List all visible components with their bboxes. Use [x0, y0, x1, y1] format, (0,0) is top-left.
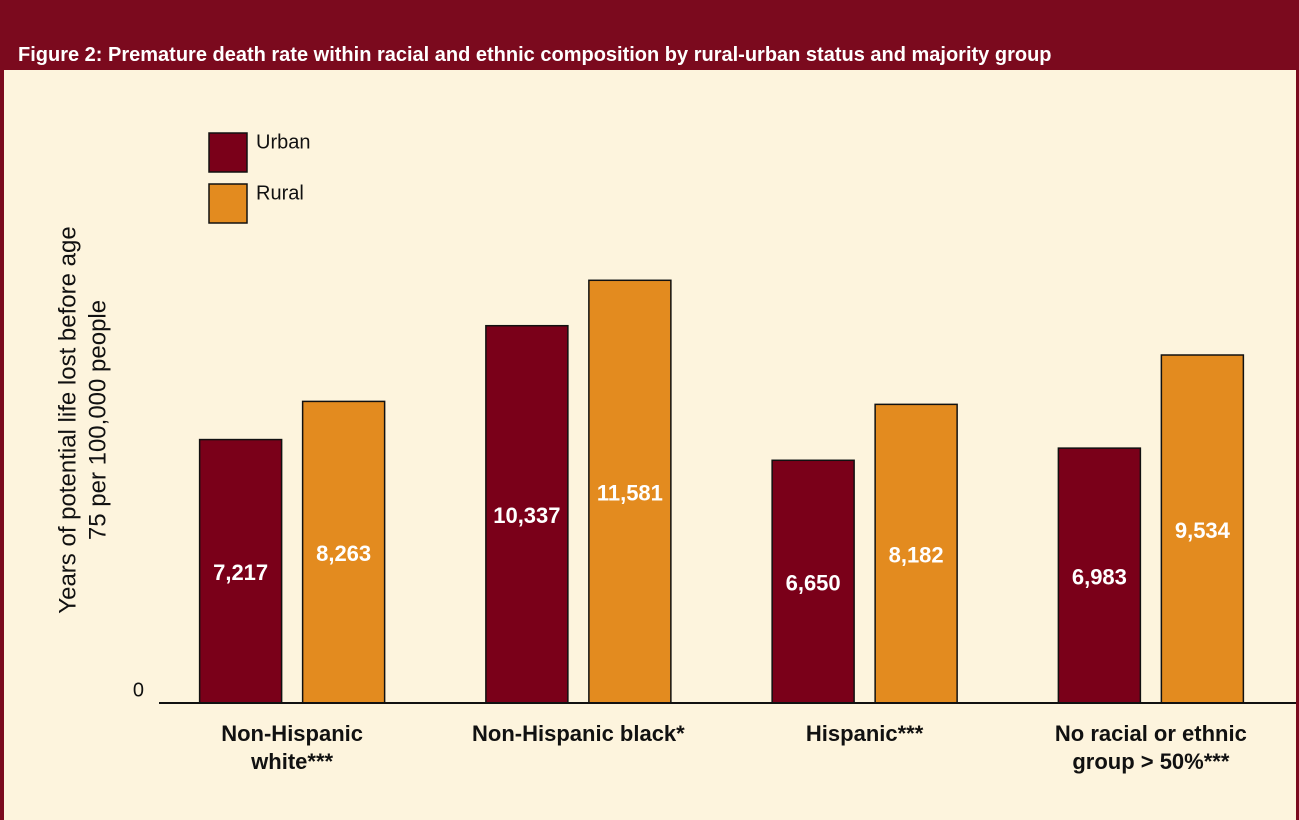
y-axis-label-line: Years of potential life lost before age: [54, 226, 81, 613]
x-tick-label: Non-Hispanic white***: [221, 721, 364, 774]
y-axis-label: Years of potential life lost before age 7…: [54, 226, 111, 613]
value-label: 10,337: [493, 503, 560, 528]
legend-label: Urban: [256, 131, 310, 153]
legend-swatch: [208, 132, 248, 173]
bar: [1160, 354, 1245, 704]
value-label: 6,650: [786, 570, 841, 595]
value-label: 11,581: [597, 480, 663, 505]
value-label: 6,983: [1072, 564, 1127, 589]
value-label: 8,263: [316, 541, 371, 566]
y-tick-label: 0: [133, 679, 144, 701]
x-tick-label: No racial or ethnic group > 50%***: [1054, 721, 1247, 774]
value-label: 9,534: [1175, 518, 1231, 543]
header-band: [4, 0, 1299, 70]
value-label: 8,182: [889, 542, 944, 567]
y-axis-label-line: 75 per 100,000 people: [84, 300, 111, 540]
bar: [198, 438, 283, 704]
plot: Years of potential life lost before age 7…: [54, 131, 1296, 704]
x-tick-label: Hispanic***: [805, 721, 924, 746]
value-label: 7,217: [213, 560, 268, 585]
bar: [301, 400, 386, 704]
legend-swatch: [208, 183, 248, 224]
chart-title: Figure 2: Premature death rate within ra…: [18, 44, 1052, 66]
x-tick-label: Non-Hispanic black*: [472, 721, 685, 746]
bar: [1057, 447, 1142, 704]
legend-label: Rural: [256, 182, 304, 204]
